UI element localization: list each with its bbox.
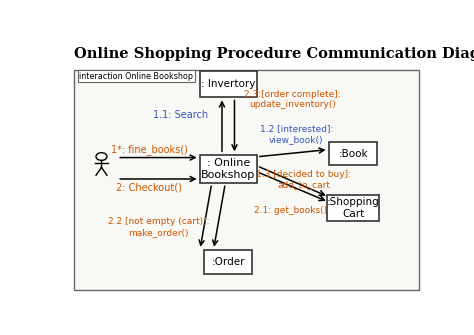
Text: 1*: fine_books(): 1*: fine_books() [111,144,188,155]
Text: : Invertory: : Invertory [201,79,255,89]
Bar [328,195,379,221]
Text: :Order: :Order [211,257,245,267]
Text: 2: Checkout(): 2: Checkout() [116,182,182,192]
Bar [74,70,419,290]
Bar [204,251,252,274]
Text: 1.2 [interested]:
view_book(): 1.2 [interested]: view_book() [259,125,333,144]
Text: :Book: :Book [338,149,368,159]
Text: :Shopping
Cart: :Shopping Cart [327,197,380,219]
Text: 1.3 [decided to buy]:
add_to_cart: 1.3 [decided to buy]: add_to_cart [256,170,351,189]
Bar [200,155,257,183]
Text: 2.3:[order complete]:
update_inventory(): 2.3:[order complete]: update_inventory() [244,90,341,110]
Bar [200,71,257,97]
Text: 2.2 [not empty (cart)]:
make_order(): 2.2 [not empty (cart)]: make_order() [108,217,209,237]
Text: : Online
Bookshop: : Online Bookshop [201,158,255,180]
Text: 2.1: get_books(): 2.1: get_books() [254,206,327,215]
Text: 1.1: Search: 1.1: Search [153,110,208,120]
Text: Online Shopping Procedure Communication Diagram: Online Shopping Procedure Communication … [74,47,474,61]
Bar [329,142,377,165]
Text: interaction Online Bookshop: interaction Online Bookshop [80,72,193,81]
